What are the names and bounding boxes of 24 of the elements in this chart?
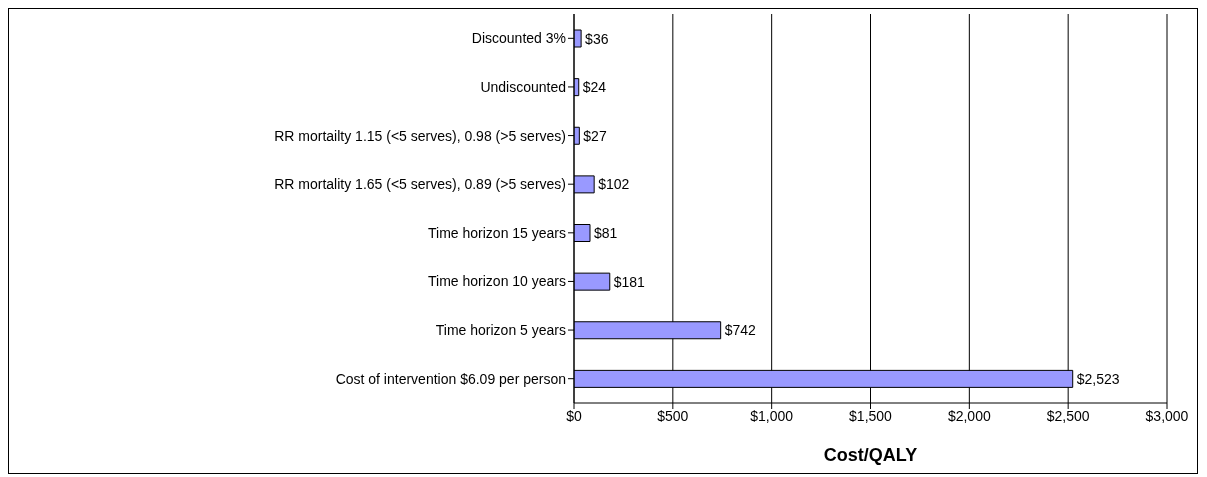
x-tick-label: $2,000 [947, 407, 991, 424]
y-tick-label: RR mortailty 1.15 (<5 serves), 0.98 (>5 serves) [274, 127, 566, 144]
y-tick-label: Time horizon 15 years [428, 224, 566, 241]
y-tick-label: Discounted 3% [471, 30, 566, 47]
x-tick-label: $1,500 [849, 407, 893, 424]
x-tick-label: $0 [566, 407, 582, 424]
x-tick-label: $1,000 [750, 407, 794, 424]
data-label: $27 [583, 127, 607, 144]
y-tick-label: Time horizon 10 years [428, 273, 566, 290]
data-label: $24 [582, 79, 607, 96]
data-label: $2,523 [1076, 370, 1120, 387]
data-label: $81 [594, 225, 618, 241]
y-tick-label: RR mortality 1.65 (<5 serves), 0.89 (>5 serves) [274, 176, 566, 193]
x-tick-label: $2,500 [1046, 407, 1090, 424]
data-label: $742 [724, 322, 757, 339]
y-tick-label: Cost of intervention $6.09 per person [335, 370, 566, 387]
data-label: $102 [598, 176, 630, 193]
data-label: $36 [585, 30, 609, 47]
y-tick-label: Time horizon 5 years [435, 322, 566, 339]
x-tick-label: $500 [657, 407, 689, 424]
y-tick-label: Undiscounted [480, 78, 566, 95]
data-label: $181 [613, 273, 646, 290]
x-axis-title: Cost/QALY [823, 445, 918, 465]
x-tick-label: $3,000 [1145, 407, 1189, 424]
